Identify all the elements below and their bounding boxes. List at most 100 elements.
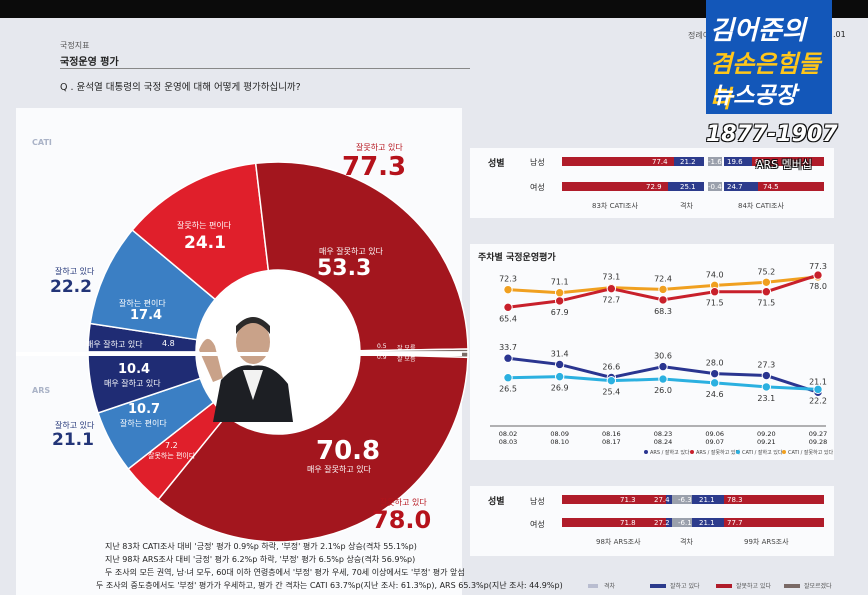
cati-male-prev-good-bar xyxy=(674,157,704,166)
ars-very-good: 10.4 xyxy=(118,362,151,377)
ars-bad: 7.2 xyxy=(165,441,178,450)
ars-male-cur-good: 21.1 xyxy=(699,496,715,504)
cati-good-total: 22.2 xyxy=(50,277,92,297)
data-point xyxy=(709,368,720,379)
top-black-bar xyxy=(0,0,868,18)
legend-swatch-dk xyxy=(784,584,800,588)
logo-line-1: 김어준의 xyxy=(710,16,806,46)
legend-marker xyxy=(690,450,694,454)
cati-dk: 0.5 xyxy=(377,343,387,350)
data-point xyxy=(503,284,513,295)
ars-female-prev-good: 27.2 xyxy=(654,519,670,527)
header-cut-text: 정례이 xyxy=(688,31,711,40)
gender-ars-title: 성별 xyxy=(488,497,505,507)
x-tick-label-bottom: 09.07 xyxy=(705,438,724,446)
data-label: 25.4 xyxy=(602,388,620,397)
legend-label: ARS / 잘하고 있다 xyxy=(650,449,690,456)
data-label: 78.0 xyxy=(809,282,827,291)
data-point xyxy=(658,374,668,384)
ars-male-diff: -6.3 xyxy=(678,496,692,504)
data-label: 27.3 xyxy=(757,361,775,370)
data-point xyxy=(503,302,513,313)
cati-female-cur-bad: 74.5 xyxy=(763,183,779,191)
data-point xyxy=(813,384,823,395)
ars-male-cur-bad-bar xyxy=(724,495,824,504)
cati-male-cur-bad: 80 xyxy=(755,158,764,166)
legend-swatch-gap xyxy=(588,584,598,588)
legend-swatch-bad xyxy=(716,584,732,588)
cati-good-label: 잘하는 편이다 xyxy=(119,299,166,308)
x-tick-label-bottom: 08.24 xyxy=(654,438,673,446)
legend-good: 잘하고 있다 xyxy=(670,583,700,590)
data-point xyxy=(606,375,617,386)
ars-good: 10.7 xyxy=(128,402,161,417)
ars-female-cur-good-bar xyxy=(696,518,724,527)
data-point xyxy=(709,287,720,297)
ars-very-bad-slice xyxy=(157,353,469,543)
data-point xyxy=(813,270,823,280)
data-label: 72.7 xyxy=(602,296,620,305)
cati-female-diff-bar xyxy=(708,182,722,191)
cati-section-label: CATI xyxy=(32,138,52,147)
weekly-rating-line-chart: 72.3 71.1 73.1 72.4 74.0 75.2 77.3 65.4 67.9 72.7… xyxy=(490,262,834,456)
header-cut-text-2: .01 xyxy=(833,30,846,39)
x-tick-label-top: 08.23 xyxy=(654,430,673,438)
legend-swatch-good xyxy=(650,584,666,588)
data-label: 26.0 xyxy=(654,386,672,395)
question-text: Q . 윤석열 대통령의 국정 운영에 대해 어떻게 평가하십니까? xyxy=(60,82,301,93)
data-label: 65.4 xyxy=(499,314,517,323)
ars-male-cur-bad: 78.3 xyxy=(727,496,743,504)
data-label: 71.5 xyxy=(706,299,724,308)
legend-bad: 잘못하고 있다 xyxy=(736,583,772,590)
cati-female-prev-bad-bar xyxy=(562,182,668,191)
ars-female-diff-bar xyxy=(672,518,692,527)
line-chart-title: 주차별 국정운영평가 xyxy=(478,253,556,263)
legend-gap: 격차 xyxy=(604,583,616,590)
title-divider xyxy=(60,68,470,69)
cati-bad: 24.1 xyxy=(184,233,226,253)
x-tick-label-bottom: 08.03 xyxy=(499,438,518,446)
cati-male-diff: -1.6 xyxy=(708,158,722,166)
ars-female-label: 여성 xyxy=(530,520,545,529)
ars-good-label: 잘하는 편이다 xyxy=(120,419,167,428)
data-point xyxy=(761,382,772,392)
ars-very-bad: 70.8 xyxy=(316,436,381,466)
x-tick-label-bottom: 08.17 xyxy=(602,438,621,446)
data-label: 68.3 xyxy=(654,307,672,316)
ars-bad-total-label: 잘못하고 있다 xyxy=(380,498,427,507)
legend-marker xyxy=(736,450,740,454)
ars-dk-label: 잘 모름 xyxy=(397,356,416,363)
ars-foot-diff: 격차 xyxy=(680,538,693,546)
ars-good-total: 21.1 xyxy=(52,430,94,450)
cati-female-cur-good-bar xyxy=(724,182,758,191)
cati-female-prev-good: 25.1 xyxy=(680,183,696,191)
data-point xyxy=(503,373,513,383)
cati-male-label: 남성 xyxy=(530,158,545,167)
cati-female-prev-good-bar xyxy=(668,182,704,191)
ars-foot-cur: 99차 ARS조사 xyxy=(744,538,789,546)
x-tick-label-top: 08.09 xyxy=(550,430,569,438)
cati-male-prev-bad-bar xyxy=(562,157,674,166)
cati-good: 17.4 xyxy=(130,308,163,323)
ars-membership-tag: ARS 멤버십 xyxy=(756,158,813,171)
ars-bad-total: 78.0 xyxy=(372,506,432,534)
ars-very-bad-label: 매우 잘못하고 있다 xyxy=(307,465,371,474)
data-label: 23.1 xyxy=(757,394,775,403)
ars-male-prev-bad: 71.3 xyxy=(620,496,636,504)
cati-bad-total: 77.3 xyxy=(342,152,407,182)
ars-male-diff-bar xyxy=(672,495,692,504)
ars-male-cur-good-bar xyxy=(696,495,724,504)
data-label: 72.3 xyxy=(499,275,517,284)
data-label: 77.3 xyxy=(809,262,827,271)
data-label: 30.6 xyxy=(654,352,672,361)
cati-foot-cur: 84차 CATI조사 xyxy=(738,202,784,210)
ars-female-prev-bad-bar xyxy=(562,518,666,527)
cati-foot-prev: 83차 CATI조사 xyxy=(592,202,638,210)
gender-cati-title: 성별 xyxy=(488,159,505,169)
logo-line-2: 겸손은힘들다 xyxy=(710,50,821,113)
legend-marker xyxy=(782,450,786,454)
data-point xyxy=(709,378,720,388)
cati-dk-label: 잘 모름 xyxy=(397,345,416,352)
data-label: 71.1 xyxy=(551,278,569,287)
